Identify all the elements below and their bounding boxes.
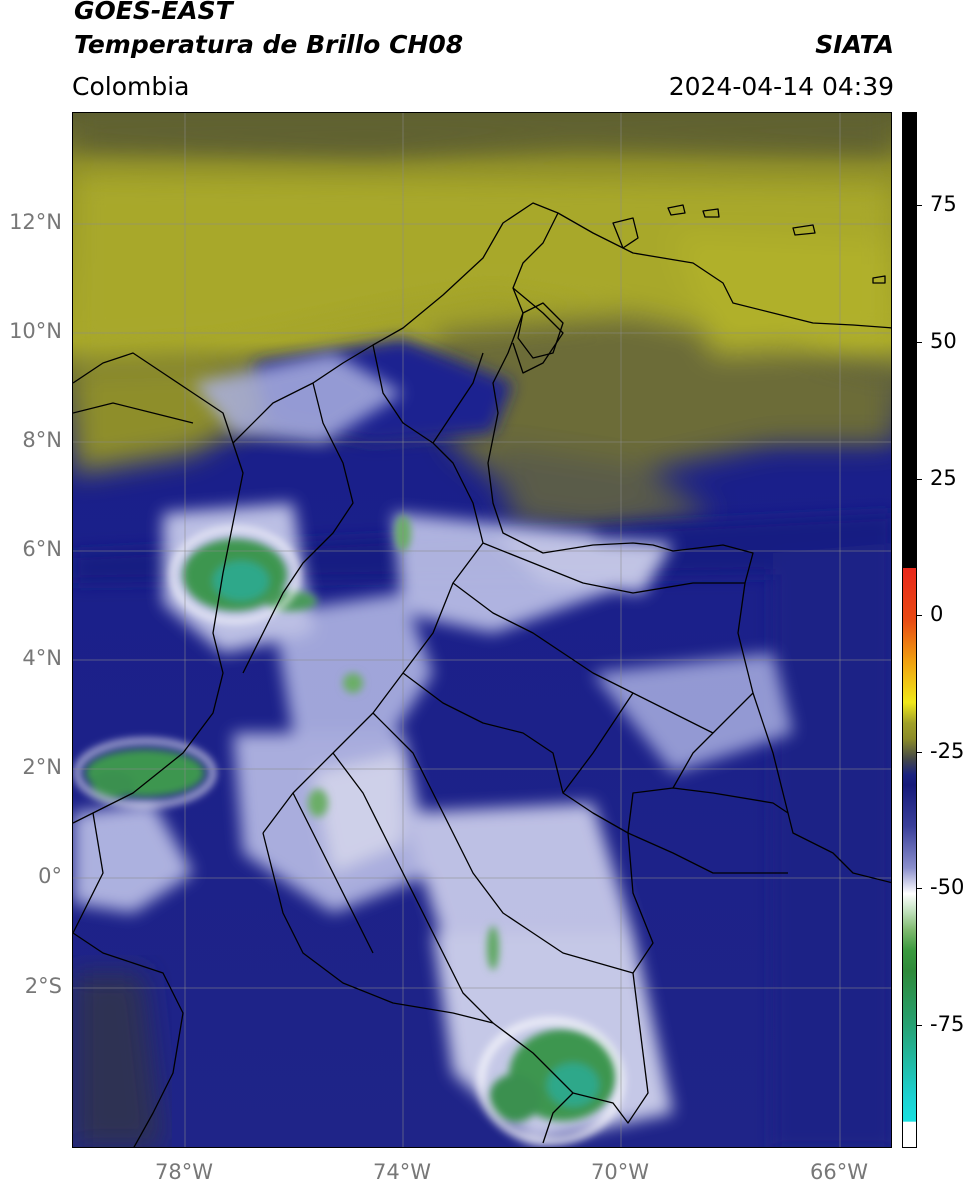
region-label: Colombia [72, 72, 190, 101]
org-label: SIATA [815, 30, 894, 59]
colorbar-label-minus25: -25 [930, 739, 965, 763]
colorbar-tick-minus50 [917, 888, 922, 889]
lat-label-0: 0° [38, 864, 62, 888]
temperature-colorbar [902, 112, 917, 1148]
colorbar-label-50: 50 [930, 329, 957, 353]
lat-label-2s: 2°S [24, 974, 62, 998]
colorbar-tick-75 [917, 205, 922, 206]
colorbar-label-minus75: -75 [930, 1012, 965, 1036]
colorbar-tick-50 [917, 342, 922, 343]
colorbar-tick-minus75 [917, 1025, 922, 1026]
lon-label-70w: 70°W [591, 1160, 649, 1184]
lat-label-12n: 12°N [9, 210, 62, 234]
timestamp: 2024-04-14 04:39 [668, 72, 894, 101]
colorbar-label-25: 25 [930, 466, 957, 490]
satellite-map[interactable] [72, 112, 892, 1148]
lat-label-4n: 4°N [22, 646, 62, 670]
colorbar-tick-25 [917, 479, 922, 480]
lon-label-74w: 74°W [373, 1160, 431, 1184]
colorbar-label-minus50: -50 [930, 875, 965, 899]
brightness-temperature-image [73, 113, 891, 1147]
colorbar-tick-0 [917, 615, 922, 616]
product-title: Temperatura de Brillo CH08 [74, 30, 464, 59]
lat-label-2n: 2°N [22, 755, 62, 779]
satellite-title: GOES-EAST [74, 0, 233, 25]
lat-label-10n: 10°N [9, 319, 62, 343]
lon-label-78w: 78°W [155, 1160, 213, 1184]
colorbar-tick-minus25 [917, 752, 922, 753]
colorbar-label-0: 0 [930, 602, 944, 626]
colorbar-label-75: 75 [930, 192, 957, 216]
lon-label-66w: 66°W [810, 1160, 868, 1184]
lat-label-8n: 8°N [22, 428, 62, 452]
lat-label-6n: 6°N [22, 537, 62, 561]
